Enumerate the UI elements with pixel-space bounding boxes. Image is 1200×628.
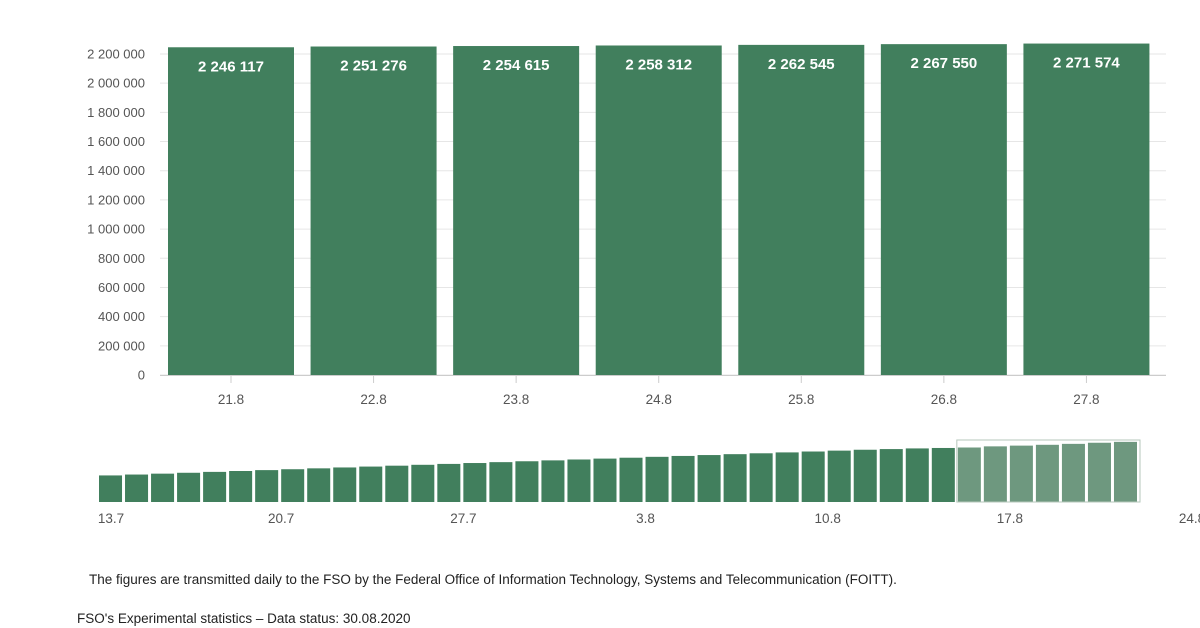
navigator-bar [515,461,539,502]
x-tick-label: 26.8 [931,392,957,407]
bar [310,46,437,375]
navigator-bar [541,460,565,502]
navigator-bar [1113,441,1137,502]
navigator-bar [957,447,981,502]
navigator-selection [956,439,1141,503]
footnote: The figures are transmitted daily to the… [89,572,897,587]
data-label: 2 254 615 [483,57,550,74]
bar [880,44,1007,376]
y-tick-label: 800 000 [98,251,145,266]
data-label: 2 246 117 [198,58,264,75]
x-tick-label: 23.8 [503,392,529,407]
y-tick-label: 1 200 000 [87,192,145,207]
bar [168,47,294,375]
navigator-bar [437,463,461,502]
y-tick-label: 1 600 000 [87,134,145,149]
y-tick-label: 200 000 [98,338,145,353]
y-tick-label: 0 [138,368,145,383]
y-tick-label: 1 400 000 [87,163,145,178]
navigator-bar [255,470,279,502]
navigator-bar [593,458,617,502]
navigator-tick-label: 24.8 [1179,511,1200,526]
x-axis: 21.8 22.8 23.8 24.8 25.8 26.8 27.8 [218,375,1100,407]
navigator-bar [1061,443,1085,502]
navigator-bar [203,471,227,502]
data-labels: 2 246 117 2 251 276 2 254 615 2 258 312 2 26… [198,55,1120,76]
bar [738,44,865,375]
navigator[interactable]: 13.7 20.7 27.7 3.8 10.8 17.8 24.8 [98,439,1200,526]
bar [453,46,580,375]
navigator-bar [879,449,903,502]
bar [1023,43,1150,375]
navigator-tick-label: 3.8 [636,511,655,526]
navigator-bar [567,459,591,502]
navigator-bar [827,450,851,502]
navigator-bar [1035,444,1059,502]
navigator-tick-label: 13.7 [98,511,124,526]
navigator-bar [333,467,357,502]
navigator-bar [489,462,513,502]
navigator-tick-label: 10.8 [815,511,841,526]
navigator-bar [281,469,305,502]
navigator-bar [905,448,929,502]
x-tick-label: 25.8 [788,392,814,407]
navigator-bar [359,466,383,502]
navigator-bar [1009,445,1033,502]
navigator-bar [853,449,877,502]
navigator-bar [983,446,1007,502]
navigator-bar [801,451,825,502]
chart-area: 0 200 000 400 000 600 000 800 000 1 000 000 1 … [87,43,1200,526]
navigator-bar [775,452,799,502]
navigator-bar [697,455,721,502]
bars [168,43,1150,376]
navigator-bar [151,473,175,502]
y-tick-label: 1 800 000 [87,105,145,120]
data-label: 2 267 550 [910,55,977,72]
navigator-bar [307,468,331,502]
navigator-tick-label: 27.7 [450,511,476,526]
navigator-bar [125,474,149,502]
navigator-bar [1087,442,1111,502]
navigator-bar [229,471,253,502]
navigator-bar [723,454,747,502]
y-tick-label: 1 000 000 [87,222,145,237]
x-tick-label: 22.8 [360,392,386,407]
data-label: 2 258 312 [625,56,692,73]
navigator-bar [177,472,201,502]
x-tick-label: 21.8 [218,392,244,407]
navigator-bar [463,463,487,502]
data-label: 2 262 545 [768,56,835,73]
y-tick-label: 600 000 [98,280,145,295]
data-status: FSO's Experimental statistics – Data sta… [77,611,411,626]
data-label: 2 251 276 [340,58,407,75]
y-axis: 0 200 000 400 000 600 000 800 000 1 000 000 1 … [87,47,1166,383]
x-tick-label: 27.8 [1073,392,1099,407]
y-tick-label: 2 200 000 [87,47,145,62]
navigator-bar [385,465,409,502]
y-tick-label: 2 000 000 [87,76,145,91]
navigator-bar [645,456,669,502]
navigator-bar [931,447,955,502]
navigator-tick-label: 20.7 [268,511,294,526]
navigator-tick-label: 17.8 [997,511,1023,526]
navigator-bar [411,464,435,502]
navigator-bar [671,455,695,502]
y-tick-label: 400 000 [98,309,145,324]
bar [595,45,722,375]
navigator-bar [619,457,643,502]
navigator-bar [749,453,773,502]
x-tick-label: 24.8 [646,392,672,407]
data-label: 2 271 574 [1053,55,1120,72]
navigator-bar [99,475,123,502]
